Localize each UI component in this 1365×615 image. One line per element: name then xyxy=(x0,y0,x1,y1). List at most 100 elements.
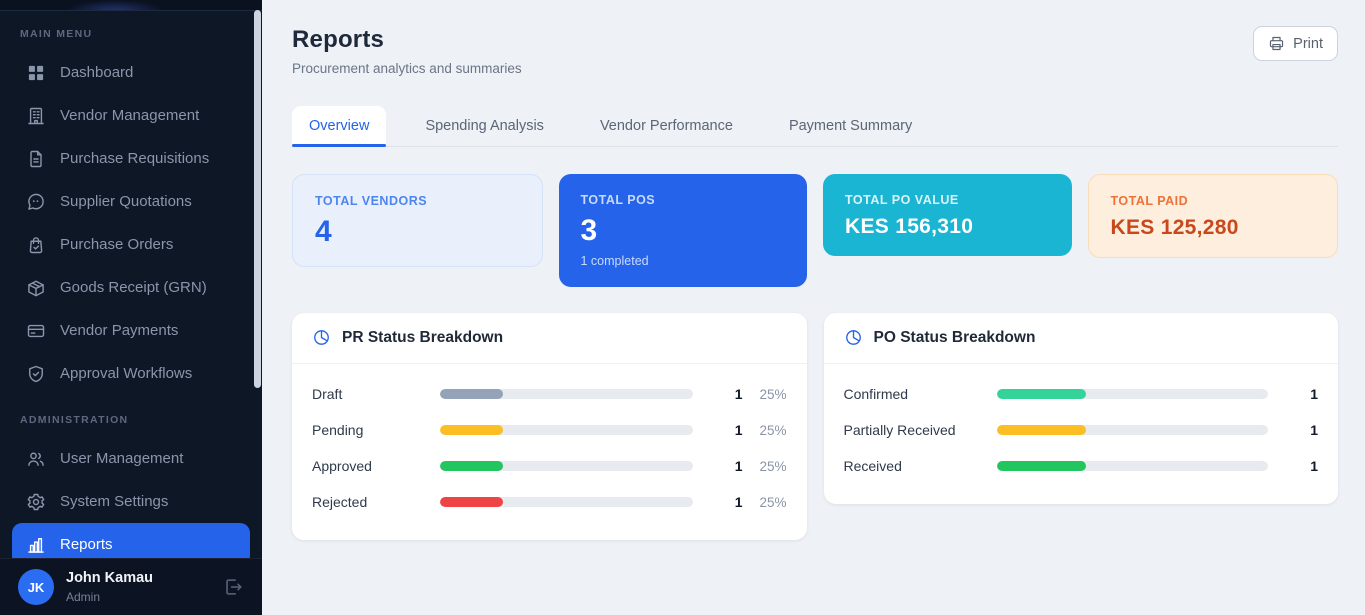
page-subtitle: Procurement analytics and summaries xyxy=(292,61,522,76)
sidebar-item-dashboard[interactable]: Dashboard xyxy=(12,51,250,94)
progress-track xyxy=(996,425,1268,435)
stat-label: TOTAL VENDORS xyxy=(315,194,428,208)
status-label: Partially Received xyxy=(843,422,956,438)
pie-chart-icon xyxy=(312,328,332,348)
credit-card-icon xyxy=(26,321,46,341)
stat-label: TOTAL POS xyxy=(580,193,656,207)
building-icon xyxy=(26,106,46,126)
page-header: Reports Procurement analytics and summar… xyxy=(292,26,1338,76)
tab-vendor-performance[interactable]: Vendor Performance xyxy=(599,118,733,134)
stat-value: 3 xyxy=(580,214,598,247)
status-label: Rejected xyxy=(312,494,368,510)
status-row-pending: Pending 1 25% xyxy=(312,412,787,448)
stat-card-total-pos: TOTAL POS 3 1 completed xyxy=(558,174,807,287)
shopping-bag-check-icon xyxy=(26,235,46,255)
status-count: 1 xyxy=(734,494,743,510)
section-label-administration: ADMINISTRATION xyxy=(20,414,129,426)
stat-card-total-paid: TOTAL PAID KES 125,280 xyxy=(1087,174,1338,258)
progress-fill xyxy=(440,497,504,507)
sidebar-item-vendor-management[interactable]: Vendor Management xyxy=(12,94,250,137)
tab-payment-summary[interactable]: Payment Summary xyxy=(788,118,913,134)
status-row-approved: Approved 1 25% xyxy=(312,448,787,484)
status-count: 1 xyxy=(734,458,743,474)
status-row-confirmed: Confirmed 1 xyxy=(844,376,1319,412)
progress-fill xyxy=(996,389,1087,399)
print-button-label: Print xyxy=(1293,35,1323,52)
status-percent: 25% xyxy=(759,494,787,510)
status-row-partially-received: Partially Received 1 xyxy=(844,412,1319,448)
sidebar-logo-strip xyxy=(0,0,262,11)
user-info: John Kamau Admin xyxy=(66,570,153,603)
sidebar-item-system-settings[interactable]: System Settings xyxy=(12,480,250,523)
progress-track xyxy=(440,389,693,399)
logout-icon[interactable] xyxy=(222,576,244,598)
chat-quote-icon xyxy=(26,192,46,212)
package-icon xyxy=(26,278,46,298)
sidebar: MAIN MENU Dashboard Vendor Management Purch… xyxy=(0,0,262,615)
stat-label: TOTAL PAID xyxy=(1110,194,1189,208)
sidebar-item-label: Reports xyxy=(60,536,113,553)
sidebar-item-label: Supplier Quotations xyxy=(60,193,192,210)
card-header: PR Status Breakdown xyxy=(292,313,807,364)
status-label: Received xyxy=(843,458,902,474)
sidebar-item-vendor-payments[interactable]: Vendor Payments xyxy=(12,309,250,352)
card-pr-status-breakdown: PR Status Breakdown Draft 1 25% Pending 1 25% A… xyxy=(292,313,807,540)
print-button[interactable]: Print xyxy=(1253,26,1338,61)
status-count: 1 xyxy=(734,386,743,402)
sidebar-item-purchase-orders[interactable]: Purchase Orders xyxy=(12,223,250,266)
progress-fill xyxy=(996,461,1087,471)
card-po-status-breakdown: PO Status Breakdown Confirmed 1 Partially R… xyxy=(823,313,1339,504)
card-header: PO Status Breakdown xyxy=(823,313,1338,364)
sidebar-item-label: Vendor Management xyxy=(60,107,200,124)
main-content: Reports Procurement analytics and summar… xyxy=(262,0,1365,615)
tab-overview[interactable]: Overview xyxy=(292,106,387,147)
progress-track xyxy=(996,389,1268,399)
sidebar-nav: MAIN MENU Dashboard Vendor Management Purch… xyxy=(0,11,262,566)
status-label: Confirmed xyxy=(843,386,909,402)
progress-track xyxy=(440,497,693,507)
tab-spending-analysis[interactable]: Spending Analysis xyxy=(425,118,544,134)
status-count: 1 xyxy=(1310,458,1318,474)
sidebar-item-approval-workflows[interactable]: Approval Workflows xyxy=(12,352,250,395)
progress-fill xyxy=(996,425,1087,435)
sidebar-item-purchase-requisitions[interactable]: Purchase Requisitions xyxy=(12,137,250,180)
sidebar-item-label: System Settings xyxy=(60,493,169,510)
dashboard-grid-icon xyxy=(26,63,46,83)
avatar: JK xyxy=(18,569,54,605)
status-count: 1 xyxy=(1310,386,1318,402)
stat-label: TOTAL PO VALUE xyxy=(845,193,959,207)
sidebar-item-label: Approval Workflows xyxy=(60,365,193,382)
card-title: PO Status Breakdown xyxy=(873,329,1036,346)
progress-fill xyxy=(440,425,504,435)
card-body: Confirmed 1 Partially Received 1 Received 1 xyxy=(824,364,1339,504)
status-label: Pending xyxy=(312,422,364,438)
stat-card-total-po-value: TOTAL PO VALUE KES 156,310 xyxy=(823,174,1072,256)
stat-note: 1 completed xyxy=(580,254,649,268)
progress-track xyxy=(996,461,1268,471)
status-count: 1 xyxy=(734,422,743,438)
card-body: Draft 1 25% Pending 1 25% Approved 1 25% Rejected… xyxy=(292,364,807,540)
status-label: Draft xyxy=(312,386,343,402)
sidebar-item-label: Dashboard xyxy=(60,64,134,81)
status-row-draft: Draft 1 25% xyxy=(312,376,787,412)
printer-icon xyxy=(1268,35,1285,52)
shield-check-icon xyxy=(26,364,46,384)
tab-bar: Overview Spending Analysis Vendor Performa… xyxy=(292,106,1338,147)
status-percent: 25% xyxy=(759,386,787,402)
document-icon xyxy=(26,149,46,169)
status-percent: 25% xyxy=(759,458,787,474)
sidebar-scrollbar[interactable] xyxy=(254,10,261,388)
sidebar-item-supplier-quotations[interactable]: Supplier Quotations xyxy=(12,180,250,223)
bar-chart-icon xyxy=(26,535,46,555)
sidebar-item-user-management[interactable]: User Management xyxy=(12,437,250,480)
sidebar-item-goods-receipt-grn[interactable]: Goods Receipt (GRN) xyxy=(12,266,250,309)
sidebar-item-label: User Management xyxy=(60,450,184,467)
section-label-main-menu: MAIN MENU xyxy=(20,28,93,40)
users-icon xyxy=(26,449,46,469)
progress-fill xyxy=(440,389,504,399)
sidebar-item-label: Goods Receipt (GRN) xyxy=(60,279,207,296)
stat-card-total-vendors: TOTAL VENDORS 4 xyxy=(292,174,543,267)
sidebar-item-label: Purchase Requisitions xyxy=(60,150,210,167)
status-label: Approved xyxy=(312,458,372,474)
stat-value: 4 xyxy=(315,215,332,248)
